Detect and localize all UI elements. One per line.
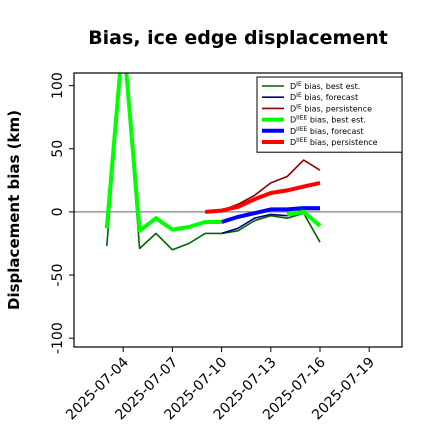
y-tick-label: 100 (50, 72, 66, 99)
legend-label: DIIEE bias, forecast (290, 126, 364, 136)
legend-label: DIE bias, best est. (290, 81, 360, 91)
series-segment-0 (286, 209, 322, 228)
chart-title: Bias, ice edge displacement (88, 27, 388, 49)
y-tick-label: 0 (50, 207, 66, 216)
legend-label: DIIEE bias, best est. (290, 115, 366, 125)
y-axis-label: Displacement bias (km) (5, 110, 23, 310)
series-line-4 (221, 206, 320, 224)
legend-label: DIIEE bias, persistence (290, 137, 378, 147)
series-line-5 (205, 180, 321, 214)
legend-label: DIE bias, persistence (290, 103, 372, 113)
y-tick-label: -100 (50, 322, 66, 354)
legend-box (256, 76, 403, 153)
y-tick-label: -50 (50, 264, 66, 287)
y-tick-label: 50 (50, 140, 66, 158)
legend-label: DIE bias, forecast (290, 92, 358, 102)
series-line-0 (106, 73, 321, 251)
series-line-3 (104, 73, 222, 233)
plot-frame (73, 72, 403, 348)
legend: DIE bias, best est.DIE bias, forecastDIE… (256, 76, 403, 153)
